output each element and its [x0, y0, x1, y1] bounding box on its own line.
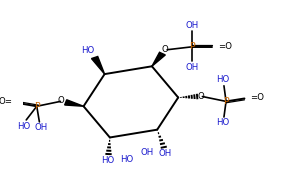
- Text: HO: HO: [216, 118, 229, 127]
- Text: O: O: [198, 92, 204, 101]
- Text: O: O: [57, 96, 64, 105]
- Polygon shape: [92, 57, 105, 74]
- Text: P: P: [223, 97, 229, 106]
- Text: HO: HO: [82, 46, 95, 55]
- Text: HO: HO: [216, 75, 229, 84]
- Text: OH: OH: [186, 63, 199, 72]
- Text: O: O: [161, 45, 168, 54]
- Text: P: P: [34, 102, 40, 111]
- Text: HO: HO: [120, 155, 134, 164]
- Text: OH: OH: [140, 148, 154, 157]
- Text: =O: =O: [250, 93, 264, 102]
- Polygon shape: [65, 100, 84, 106]
- Text: OH: OH: [158, 149, 172, 158]
- Text: =O: =O: [218, 42, 232, 51]
- Polygon shape: [152, 52, 165, 66]
- Text: OH: OH: [34, 123, 47, 132]
- Text: HO: HO: [17, 122, 31, 131]
- Text: P: P: [189, 42, 195, 51]
- Text: OH: OH: [186, 21, 199, 30]
- Text: HO: HO: [101, 156, 115, 165]
- Text: O=: O=: [0, 97, 12, 106]
